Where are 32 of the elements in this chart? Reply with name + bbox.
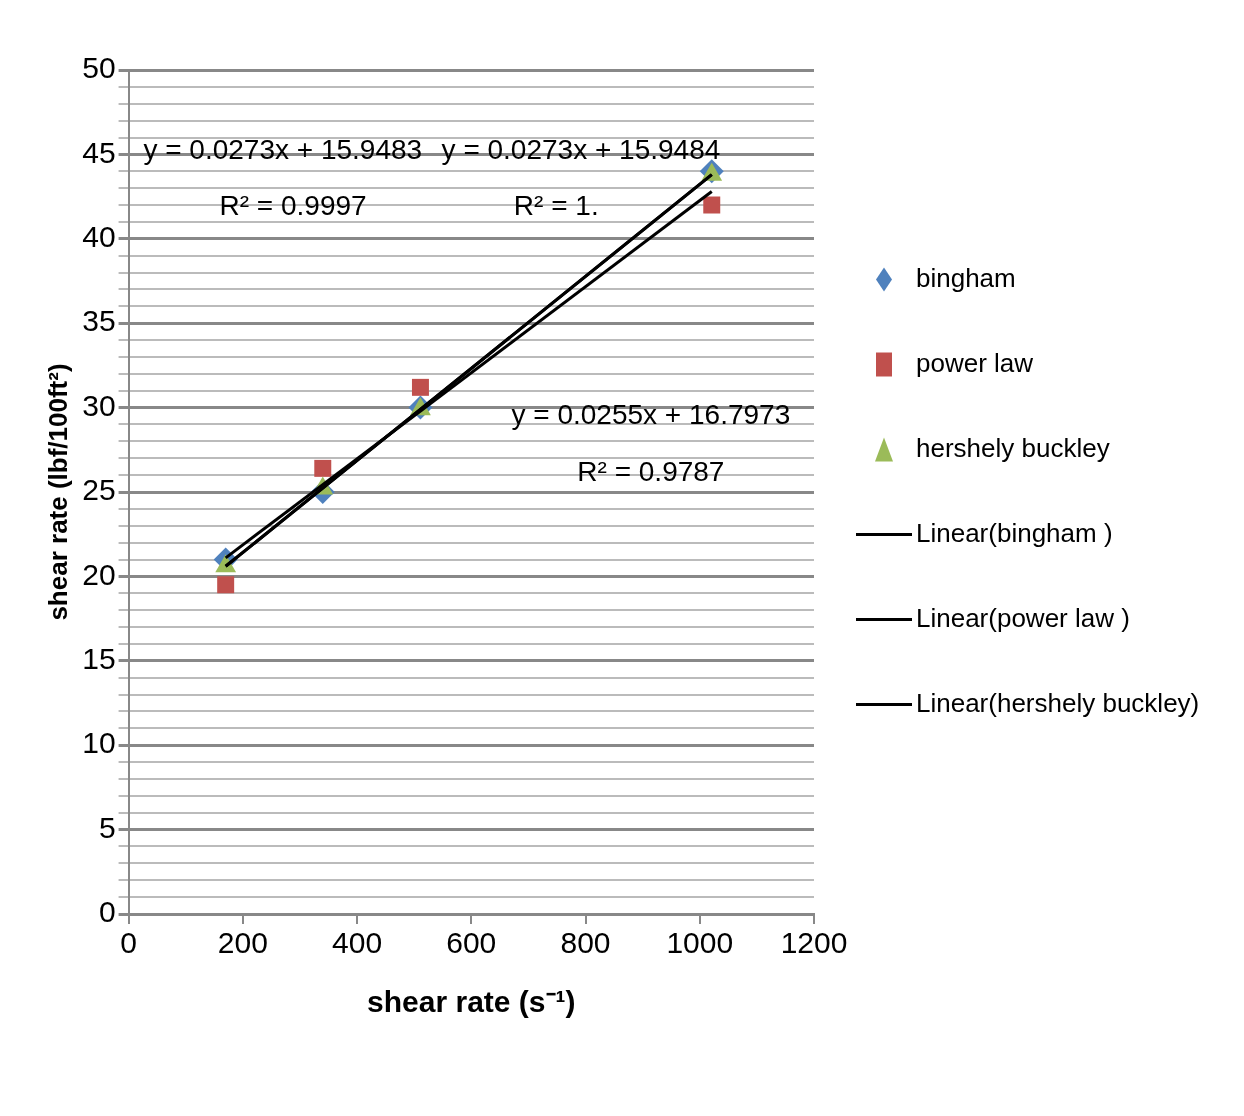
y-tick-label: 30 <box>82 388 116 422</box>
x-tick-label: 0 <box>120 926 137 960</box>
annotation: y = 0.0255x + 16.7973 <box>511 398 791 430</box>
annotation: R² = 0.9997 <box>219 190 367 222</box>
x-tick-label: 800 <box>560 926 611 960</box>
annotation: y = 0.0273x + 15.9483 <box>143 133 423 165</box>
y-tick-label: 5 <box>98 810 116 844</box>
y-tick-label: 10 <box>82 726 116 760</box>
legend-label: hershely buckley <box>916 432 1110 463</box>
y-tick-label: 40 <box>82 220 116 254</box>
x-axis-title: shear rate (s⁻¹) <box>367 985 576 1019</box>
x-tick-label: 1200 <box>780 926 848 960</box>
annotation: R² = 1. <box>513 190 599 222</box>
y-axis-title: shear rate (lbf/100ft²) <box>42 363 73 621</box>
legend-label: power law <box>916 347 1034 378</box>
legend-label: Linear(hershely buckley) <box>916 687 1200 718</box>
x-tick-label: 1000 <box>666 926 734 960</box>
y-tick-label: 20 <box>82 557 116 591</box>
x-tick-label: 400 <box>332 926 383 960</box>
annotation: y = 0.0273x + 15.9484 <box>441 133 721 165</box>
y-tick-label: 45 <box>82 135 116 169</box>
y-tick-label: 0 <box>98 895 116 929</box>
legend-label: Linear(bingham ) <box>916 517 1113 548</box>
legend-label: bingham <box>916 262 1016 293</box>
y-tick-label: 35 <box>82 304 116 338</box>
legend-label: Linear(power law ) <box>916 602 1130 633</box>
annotation: R² = 0.9787 <box>577 456 725 488</box>
x-tick-label: 600 <box>446 926 497 960</box>
x-tick-label: 200 <box>217 926 268 960</box>
y-tick-label: 25 <box>82 473 116 507</box>
y-tick-label: 50 <box>82 51 116 85</box>
y-tick-label: 15 <box>82 642 116 676</box>
